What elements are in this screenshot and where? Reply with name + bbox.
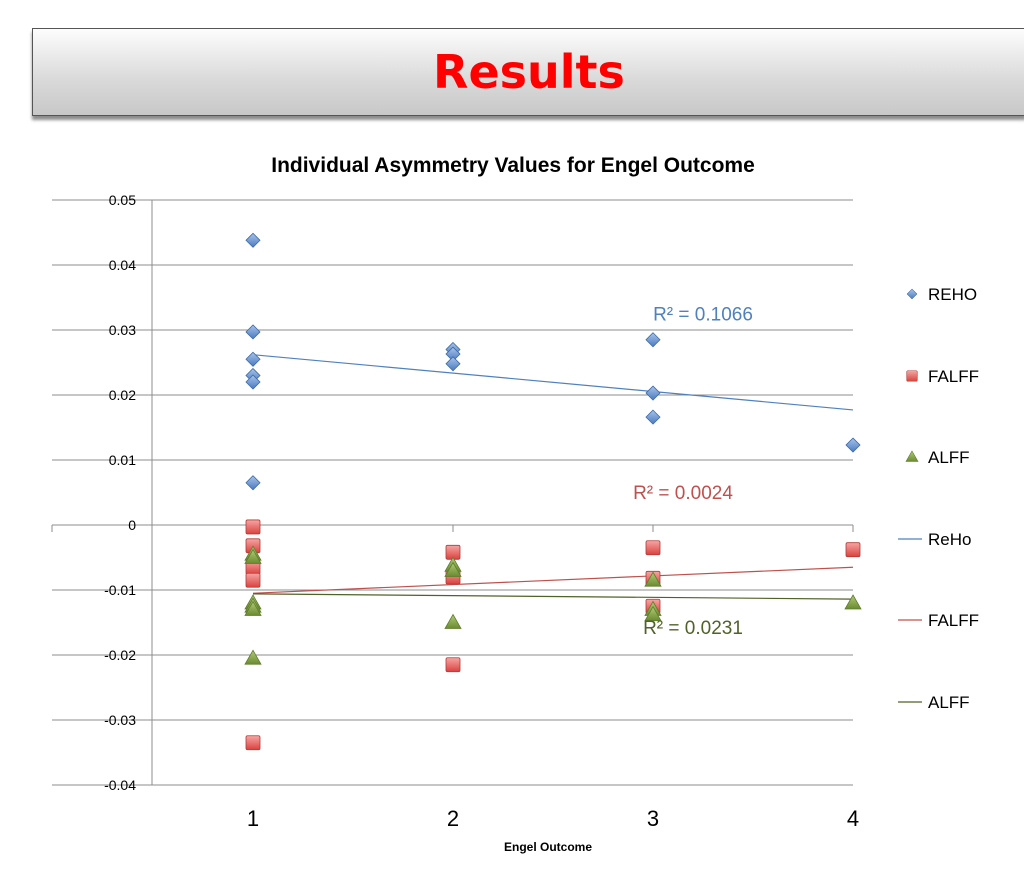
r-squared-labels: R² = 0.1066 R² = 0.0024 R² = 0.0231 bbox=[633, 304, 753, 639]
x-tick-label: 3 bbox=[647, 806, 659, 831]
falff-point bbox=[645, 540, 661, 556]
falff-point bbox=[845, 542, 861, 558]
legend-label: FALFF bbox=[928, 611, 979, 630]
legend-label: FALFF bbox=[928, 367, 979, 386]
legend-marker-diamond bbox=[906, 288, 918, 300]
alff-point bbox=[844, 594, 862, 610]
reho-point bbox=[445, 356, 461, 372]
alff-point bbox=[644, 605, 662, 622]
alff-point bbox=[444, 561, 462, 577]
reho-point bbox=[245, 351, 261, 367]
alff-point bbox=[644, 571, 662, 587]
reho-point bbox=[245, 324, 261, 340]
legend-label: REHO bbox=[928, 285, 977, 304]
y-tick-label: -0.04 bbox=[104, 777, 136, 793]
falff-point bbox=[245, 735, 261, 751]
y-tick-label: 0.05 bbox=[109, 192, 136, 208]
reho-point bbox=[845, 437, 861, 453]
legend-label: ReHo bbox=[928, 530, 971, 549]
reho-point bbox=[245, 374, 261, 390]
trendline-falff bbox=[252, 566, 854, 594]
alff-point bbox=[244, 548, 262, 564]
r-squared-label: R² = 0.0231 bbox=[643, 618, 743, 639]
y-tick-label: 0.03 bbox=[109, 322, 136, 338]
slide-title: Results bbox=[433, 45, 625, 99]
r-squared-label: R² = 0.0024 bbox=[633, 483, 733, 504]
legend: REHO FALFF ALFF ReHo FALFF ALFF bbox=[898, 285, 979, 712]
y-tick-label: -0.03 bbox=[104, 712, 136, 728]
x-tick-labels: 1 2 3 4 bbox=[247, 806, 859, 831]
alff-point bbox=[244, 600, 262, 616]
x-tick-label: 4 bbox=[847, 806, 859, 831]
falff-point bbox=[245, 572, 261, 588]
alff-point bbox=[444, 613, 462, 629]
reho-point bbox=[245, 475, 261, 491]
x-axis-label: Engel Outcome bbox=[504, 840, 592, 854]
trendline-reho bbox=[252, 354, 854, 411]
y-tick-label: 0.02 bbox=[109, 387, 136, 403]
alff-point bbox=[244, 649, 262, 665]
data-points bbox=[244, 232, 862, 751]
y-tick-label: 0 bbox=[128, 517, 136, 533]
legend-marker-triangle bbox=[905, 450, 919, 462]
x-tick-label: 1 bbox=[247, 806, 259, 831]
trendlines bbox=[252, 354, 854, 600]
y-tick-label: 0.01 bbox=[109, 452, 136, 468]
reho-point bbox=[645, 332, 661, 348]
reho-point bbox=[645, 409, 661, 425]
y-tick-labels: 0.05 0.04 0.03 0.02 0.01 0 -0.01 -0.02 -0.03 -0.0… bbox=[104, 192, 136, 793]
r-squared-label: R² = 0.1066 bbox=[653, 304, 753, 325]
legend-label: ALFF bbox=[928, 448, 970, 467]
legend-label: ALFF bbox=[928, 693, 970, 712]
trendline-alff bbox=[252, 593, 854, 600]
y-tick-label: -0.02 bbox=[104, 647, 136, 663]
falff-point bbox=[245, 519, 261, 535]
reho-point bbox=[645, 385, 661, 401]
title-banner: Results bbox=[32, 28, 1024, 116]
y-tick-label: -0.01 bbox=[104, 582, 136, 598]
chart-title: Individual Asymmetry Values for Engel Ou… bbox=[271, 154, 755, 177]
reho-point bbox=[245, 232, 261, 248]
y-tick-label: 0.04 bbox=[109, 257, 136, 273]
x-tick-label: 2 bbox=[447, 806, 459, 831]
gridlines bbox=[52, 199, 853, 786]
falff-point bbox=[445, 657, 461, 673]
legend-marker-square bbox=[906, 370, 918, 382]
